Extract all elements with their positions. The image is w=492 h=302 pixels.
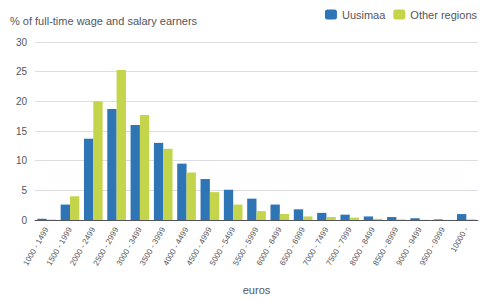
svg-text:1500 - 1999: 1500 - 1999 bbox=[44, 225, 74, 268]
svg-text:4500 - 4999: 4500 - 4999 bbox=[184, 225, 214, 268]
svg-text:5500 - 5999: 5500 - 5999 bbox=[231, 225, 261, 268]
svg-text:10: 10 bbox=[16, 155, 28, 166]
svg-text:30: 30 bbox=[16, 37, 28, 48]
svg-text:Other regions: Other regions bbox=[410, 9, 477, 21]
svg-text:euros: euros bbox=[243, 284, 271, 296]
svg-text:9000 - 9499: 9000 - 9499 bbox=[394, 225, 424, 268]
svg-text:4000 - 4499: 4000 - 4499 bbox=[161, 225, 191, 268]
svg-text:2500 - 2999: 2500 - 2999 bbox=[91, 225, 121, 268]
svg-text:6500 - 6999: 6500 - 6999 bbox=[277, 225, 307, 268]
svg-text:5000 - 5499: 5000 - 5499 bbox=[208, 225, 238, 268]
svg-text:3000 - 3499: 3000 - 3499 bbox=[114, 225, 144, 268]
svg-text:% of full-time wage and salary: % of full-time wage and salary earners bbox=[10, 15, 198, 27]
svg-text:7000 - 7499: 7000 - 7499 bbox=[301, 225, 331, 268]
svg-text:2000 - 2499: 2000 - 2499 bbox=[68, 225, 98, 268]
svg-text:15: 15 bbox=[16, 126, 28, 137]
svg-text:7500 - 7999: 7500 - 7999 bbox=[324, 225, 354, 268]
svg-text:3500 - 3999: 3500 - 3999 bbox=[138, 225, 168, 268]
svg-text:5: 5 bbox=[21, 185, 27, 196]
svg-text:20: 20 bbox=[16, 96, 28, 107]
svg-text:1000 - 1499: 1000 - 1499 bbox=[21, 225, 51, 268]
svg-text:6000 - 6499: 6000 - 6499 bbox=[254, 225, 284, 268]
svg-text:Uusimaa: Uusimaa bbox=[342, 9, 386, 21]
svg-text:8500 - 8999: 8500 - 8999 bbox=[371, 225, 401, 268]
svg-text:25: 25 bbox=[16, 66, 28, 77]
svg-text:8000 - 8499: 8000 - 8499 bbox=[347, 225, 377, 268]
svg-text:9500 - 9999: 9500 - 9999 bbox=[418, 225, 447, 267]
svg-text:10000 -: 10000 - bbox=[449, 225, 471, 253]
svg-text:0: 0 bbox=[21, 215, 27, 226]
